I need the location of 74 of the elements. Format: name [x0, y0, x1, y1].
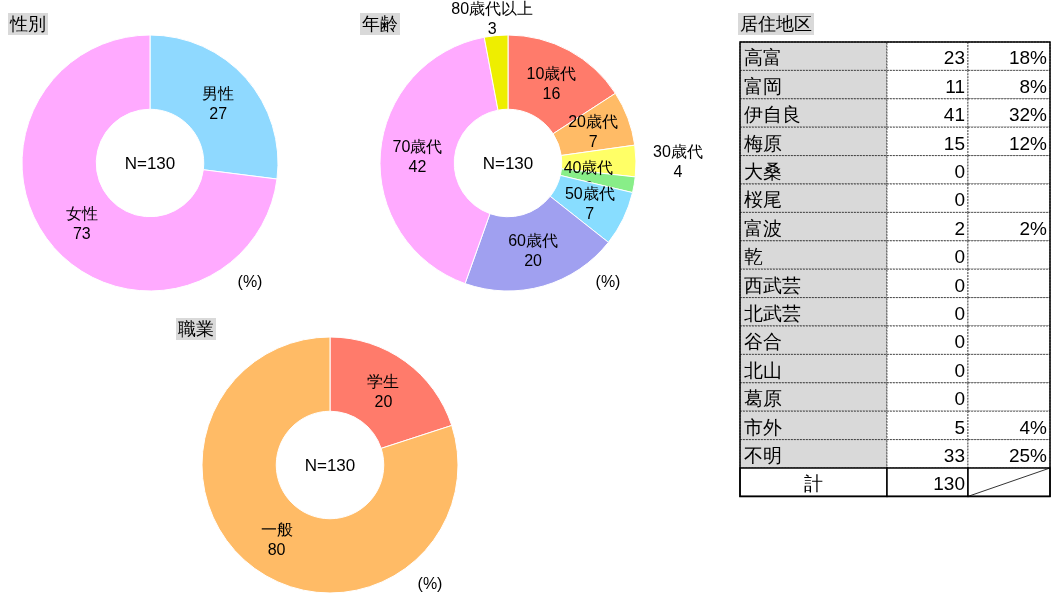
data-label: 73: [72, 225, 91, 243]
category-label: 北武芸: [744, 303, 801, 324]
data-label: 0: [954, 246, 965, 268]
slice-label: 80歳代以上: [451, 0, 534, 17]
category-label: 西武芸: [744, 274, 801, 296]
data-label: 25%: [1008, 445, 1048, 466]
slice-label: 70歳代: [392, 137, 443, 155]
text: N=130: [124, 154, 176, 173]
data-label: 0: [954, 274, 965, 296]
category-label: 桜尾: [744, 189, 782, 211]
text: (%): [417, 575, 443, 592]
data-label: 7: [585, 204, 595, 222]
category-label: 梅原: [743, 132, 782, 154]
chart-title: 性別: [9, 14, 46, 34]
donut-slice: [201, 336, 459, 594]
slice-label: 女性: [65, 205, 98, 223]
data-label: 20: [374, 393, 393, 411]
data-label: 20: [524, 252, 543, 270]
text: N=130: [304, 456, 356, 475]
category-label: 伊自良: [744, 104, 801, 126]
category-label: 高富: [744, 47, 782, 69]
data-label: 0: [954, 189, 965, 211]
data-label: 2%: [1019, 217, 1048, 239]
slice-label: 20歳代: [568, 113, 619, 131]
category-label: 乾: [744, 246, 763, 268]
data-label: 33: [943, 445, 965, 466]
slice-label: 30歳代: [653, 142, 703, 160]
data-label: 23: [943, 47, 965, 69]
data-label: 2: [954, 217, 965, 239]
slice-label: 男性: [202, 84, 235, 102]
chart-title: 職業: [178, 319, 214, 339]
data-label: 3: [487, 19, 497, 37]
data-label: 42: [408, 157, 427, 175]
category-label: 大桑: [744, 161, 782, 182]
category-label: 富岡: [744, 75, 782, 97]
data-label: 80: [267, 540, 286, 558]
text: (%): [595, 273, 621, 290]
text: N=130: [482, 154, 534, 173]
data-label: 11: [945, 75, 965, 97]
data-label: 0: [954, 388, 965, 410]
slice-label: 40歳代: [563, 158, 614, 176]
category-label: 不明: [744, 445, 782, 466]
category-label: 葛原: [744, 388, 782, 410]
data-label: 8%: [1019, 75, 1048, 97]
text: (%): [237, 273, 263, 290]
category-label: 谷合: [744, 331, 782, 353]
data-label: 41: [943, 104, 965, 126]
slice-label: 学生: [367, 373, 400, 391]
data-label: 12%: [1008, 132, 1048, 154]
category-label: 市外: [744, 416, 782, 438]
data-label: 0: [954, 161, 965, 182]
donut-slice: [21, 34, 278, 292]
data-label: 27: [209, 104, 228, 122]
data-label: 0: [954, 331, 965, 353]
data-label: 32%: [1008, 104, 1048, 126]
data-label: 0: [954, 359, 965, 381]
slice-label: 一般: [260, 520, 293, 538]
data-label: 4: [673, 162, 683, 180]
data-label: 18%: [1008, 47, 1048, 69]
data-label: 130: [933, 473, 965, 495]
data-label: 16: [542, 85, 561, 103]
slice-label: 10歳代: [526, 65, 577, 83]
category-label: 計: [804, 473, 823, 495]
data-label: 4%: [1019, 416, 1048, 438]
data-label: 0: [954, 303, 965, 324]
text: 年齢: [362, 14, 398, 34]
data-label: 5: [954, 416, 965, 438]
category-label: 北山: [744, 359, 782, 381]
slice-label: 50歳代: [564, 184, 615, 202]
slice-label: 60歳代: [508, 232, 559, 250]
text: 居住地区: [740, 14, 812, 34]
data-label: 7: [588, 133, 598, 151]
category-label: 富波: [744, 217, 782, 239]
data-label: 15: [943, 132, 965, 154]
